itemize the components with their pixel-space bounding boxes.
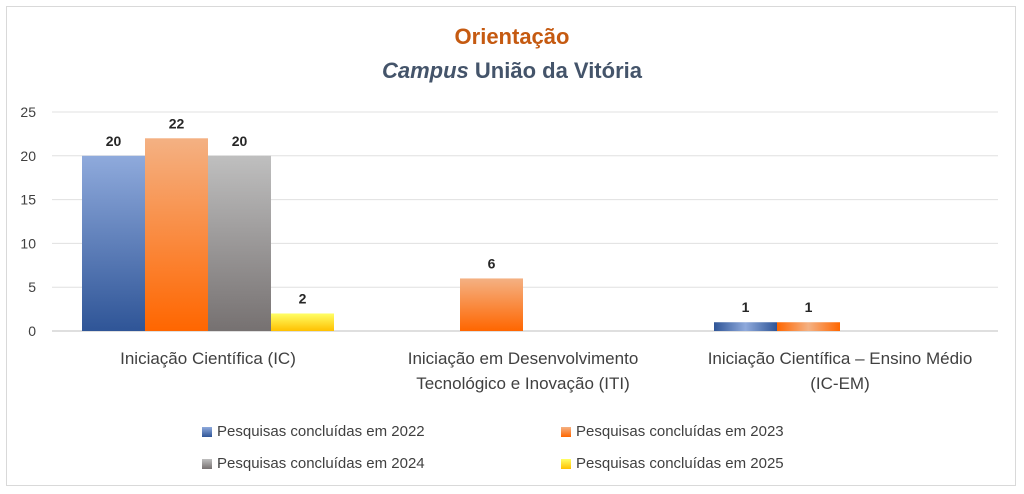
bar-1-3 — [714, 322, 777, 331]
bar-2-1 — [145, 138, 208, 331]
legend-label: Pesquisas concluídas em 2023 — [576, 423, 784, 440]
legend-item: Pesquisas concluídas em 2024 — [202, 455, 425, 472]
data-label: 20 — [232, 133, 248, 149]
category-label: (IC-EM) — [810, 374, 869, 393]
y-tick-label: 0 — [28, 323, 36, 339]
y-tick-label: 25 — [20, 104, 36, 120]
y-tick-label: 5 — [28, 279, 36, 295]
legend-swatch — [561, 426, 571, 437]
data-label: 1 — [742, 299, 750, 315]
legend-item: Pesquisas concluídas em 2025 — [561, 455, 784, 472]
data-label: 20 — [106, 133, 122, 149]
data-label: 22 — [169, 115, 185, 131]
legend-item: Pesquisas concluídas em 2022 — [202, 423, 425, 440]
bar-3-1 — [208, 155, 271, 331]
y-tick-label: 20 — [20, 148, 36, 164]
legend-label: Pesquisas concluídas em 2024 — [217, 455, 425, 472]
bar-1-1 — [82, 155, 145, 331]
y-tick-label: 10 — [20, 235, 36, 251]
bar-2-2 — [460, 278, 523, 331]
legend-swatch — [202, 458, 212, 469]
data-label: 6 — [488, 255, 496, 271]
data-label: 1 — [805, 299, 813, 315]
subtitle-italic: Campus — [382, 58, 469, 83]
chart-title: Orientação — [454, 24, 570, 49]
subtitle-rest: União da Vitória — [468, 58, 642, 83]
chart-subtitle: Campus União da Vitória — [0, 58, 1024, 84]
category-label: Tecnológico e Inovação (ITI) — [416, 374, 630, 393]
legend-label: Pesquisas concluídas em 2025 — [576, 455, 784, 472]
category-label: Iniciação em Desenvolvimento — [408, 349, 639, 368]
bar-2-3 — [777, 322, 840, 331]
bar-4-1 — [271, 313, 334, 331]
legend-swatch — [561, 458, 571, 469]
category-label: Iniciação Científica (IC) — [120, 349, 296, 368]
y-tick-label: 15 — [20, 192, 36, 208]
legend-item: Pesquisas concluídas em 2023 — [561, 423, 784, 440]
data-label: 2 — [299, 290, 307, 306]
legend-swatch — [202, 426, 212, 437]
category-label: Iniciação Científica – Ensino Médio — [708, 349, 973, 368]
legend-label: Pesquisas concluídas em 2022 — [217, 423, 425, 440]
